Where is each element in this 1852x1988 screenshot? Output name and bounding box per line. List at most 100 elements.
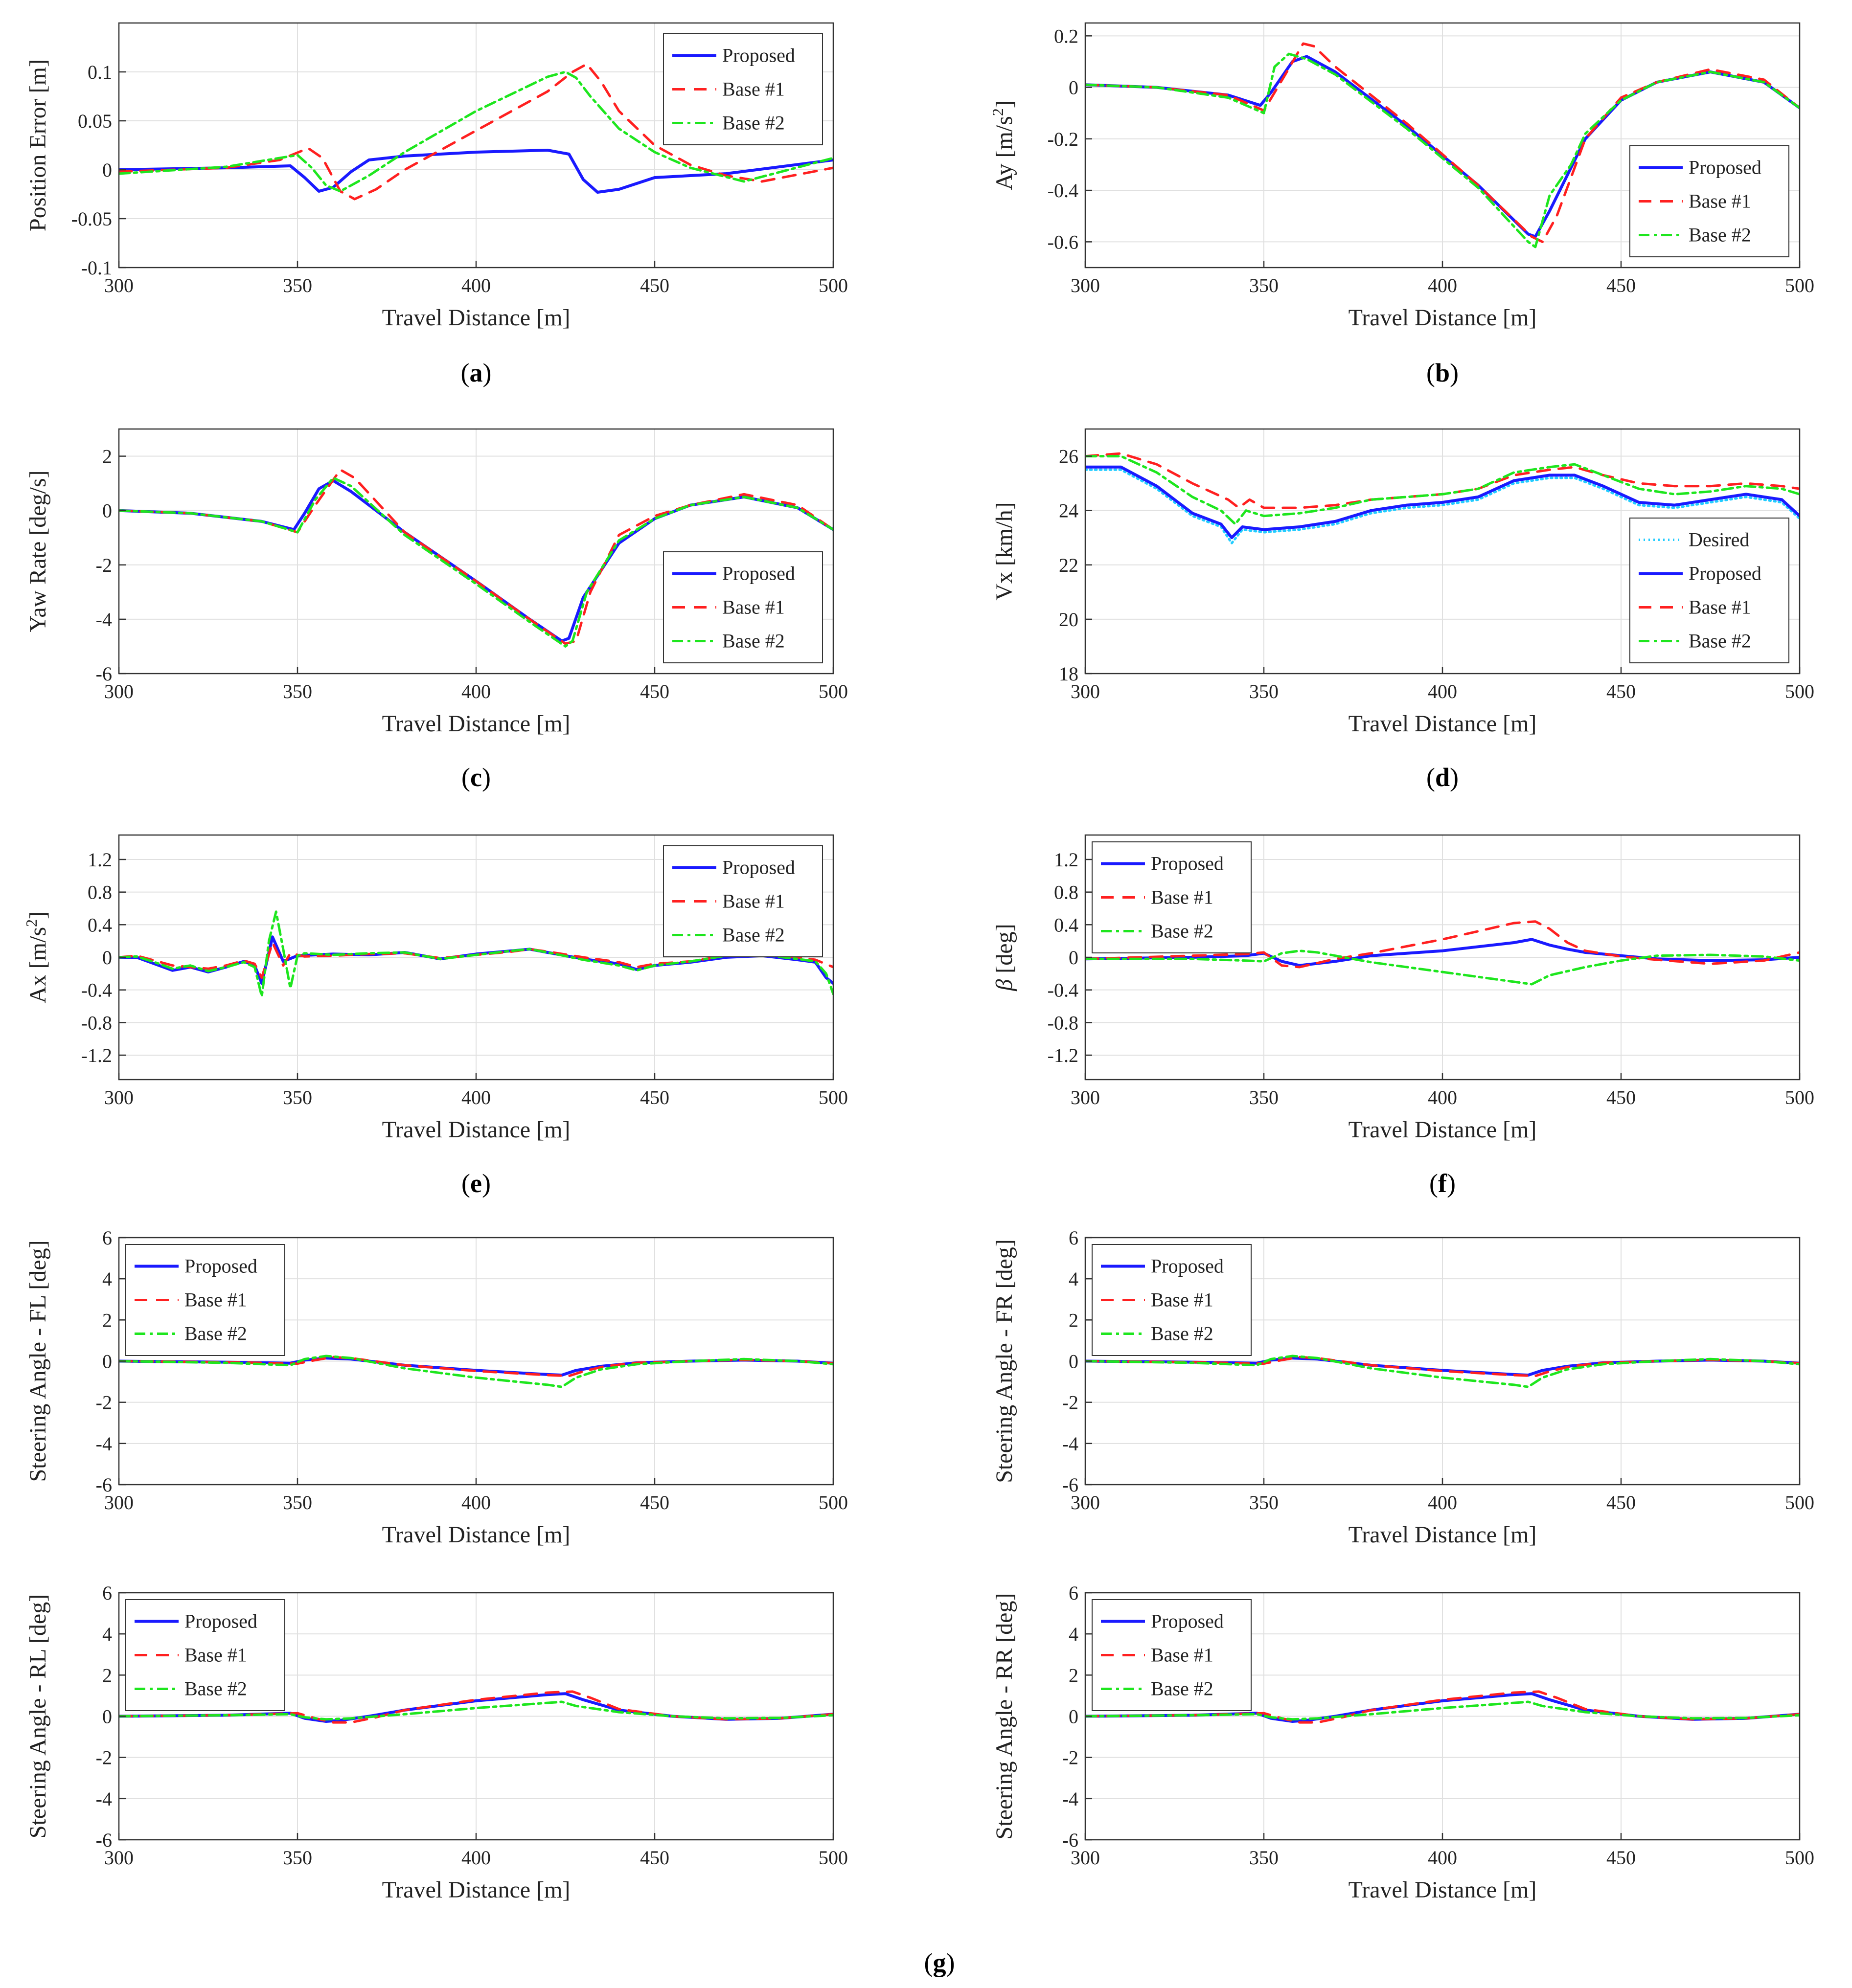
- y-tick-label: 2: [1069, 1309, 1078, 1331]
- x-axis-label: Travel Distance [m]: [382, 305, 571, 331]
- y-tick-label: 2: [102, 1309, 112, 1331]
- y-tick-label: 0: [1069, 77, 1078, 99]
- legend: Proposed Base #1 Base #2: [663, 845, 823, 957]
- x-axis-label: Travel Distance [m]: [1349, 711, 1537, 737]
- legend: Proposed Base #1 Base #2: [663, 33, 823, 145]
- legend-box: [1629, 145, 1789, 257]
- y-tick-label: 0.4: [1054, 914, 1078, 936]
- caption-g: (g): [924, 1948, 955, 1977]
- legend: Proposed Base #1 Base #2: [1629, 145, 1789, 257]
- legend: Proposed Base #1 Base #2: [125, 1599, 285, 1711]
- x-axis-label: Travel Distance [m]: [382, 1117, 571, 1143]
- chart-g4: 300 350 400 450 500 -6 -4 -2 0 2 4 6 Travel Distance…: [991, 1582, 1814, 1903]
- chart-d: 300 350 400 450 500 18 20 22 24 26 Travel Distance…: [991, 428, 1814, 792]
- chart-b: 300 350 400 450 500 -0.6 -0.4 -0.2 0 0.2 Travel Di…: [989, 22, 1814, 387]
- x-tick-label: 400: [461, 1086, 491, 1108]
- series-group: [119, 63, 833, 201]
- y-axis-label: Ax [m/s2]: [23, 911, 51, 1003]
- x-tick-label: 350: [1249, 680, 1279, 702]
- legend-label-proposed: Proposed: [722, 563, 795, 585]
- y-axis-label: β [deg]: [991, 924, 1017, 991]
- x-axis-label: Travel Distance [m]: [1349, 305, 1537, 331]
- x-tick-label: 450: [1606, 1086, 1636, 1108]
- x-tick-label: 350: [1249, 1086, 1279, 1108]
- legend-box: [1092, 841, 1252, 953]
- legend-label-proposed: Proposed: [1689, 157, 1761, 179]
- series-group: [1085, 920, 1800, 986]
- y-tick-label: -0.8: [81, 1012, 112, 1034]
- x-tick-label: 300: [1071, 680, 1100, 702]
- y-tick-label: 24: [1059, 500, 1078, 522]
- chart-a: 300 350 400 450 500 -0.1 -0.05 0 0.05 0.1 Travel D…: [25, 22, 848, 387]
- legend-label-base-2: Base #2: [722, 112, 785, 134]
- y-tick-label: -0.4: [1048, 180, 1078, 202]
- y-tick-label: -2: [1062, 1747, 1078, 1769]
- legend-label-base-1: Base #1: [1151, 1289, 1213, 1311]
- x-tick-label: 350: [1249, 1847, 1279, 1869]
- series-line-base-2: [119, 70, 833, 193]
- x-tick-label: 500: [819, 1847, 848, 1869]
- legend-label-base-2: Base #2: [184, 1678, 247, 1700]
- series-group: [1085, 42, 1800, 248]
- x-tick-label: 400: [1428, 274, 1457, 296]
- y-tick-label: -4: [96, 1433, 112, 1455]
- x-tick-label: 400: [1428, 1491, 1457, 1514]
- y-tick-label: -0.05: [71, 208, 112, 230]
- series-group: [1085, 1690, 1800, 1724]
- x-tick-label: 500: [819, 1086, 848, 1108]
- y-tick-label: 6: [102, 1582, 112, 1604]
- y-tick-label: 1.2: [1054, 849, 1078, 871]
- x-tick-label: 450: [640, 1491, 669, 1514]
- y-tick-label: 1.2: [88, 849, 112, 871]
- x-axis-label: Travel Distance [m]: [382, 1877, 571, 1903]
- y-axis-label: Steering Angle - FL [deg]: [25, 1240, 51, 1482]
- x-tick-label: 500: [1785, 274, 1814, 296]
- legend-label-base-1: Base #1: [184, 1644, 247, 1666]
- x-tick-label: 450: [640, 1847, 669, 1869]
- y-tick-label: 6: [1069, 1582, 1078, 1604]
- legend-box: [663, 551, 823, 663]
- y-tick-label: 0: [102, 1706, 112, 1728]
- legend-label-base-2: Base #2: [1689, 224, 1751, 246]
- y-tick-label: 22: [1059, 554, 1078, 576]
- caption-c: (c): [461, 763, 491, 792]
- x-tick-label: 500: [819, 274, 848, 296]
- legend: Proposed Base #1 Base #2: [663, 551, 823, 663]
- x-tick-label: 400: [461, 680, 491, 702]
- legend-label-proposed: Proposed: [722, 45, 795, 67]
- legend-box: [1092, 1599, 1252, 1711]
- legend-label-desired: Desired: [1689, 529, 1749, 551]
- x-axis-label: Travel Distance [m]: [1349, 1522, 1537, 1548]
- x-tick-label: 300: [104, 1491, 134, 1514]
- series-group: [1085, 452, 1800, 544]
- y-axis-label: Position Error [m]: [25, 59, 51, 231]
- series-line-base-2: [119, 476, 833, 648]
- y-tick-label: -0.4: [1048, 979, 1078, 1001]
- legend-label-proposed: Proposed: [184, 1255, 257, 1277]
- legend-label-base-1: Base #1: [1689, 190, 1751, 212]
- y-tick-label: 20: [1059, 609, 1078, 631]
- y-tick-label: 0: [102, 159, 112, 181]
- series-line-base-2: [1085, 949, 1800, 986]
- y-axis-label: Steering Angle - RL [deg]: [25, 1594, 51, 1838]
- x-axis-label: Travel Distance [m]: [382, 1522, 571, 1548]
- caption-d: (d): [1426, 763, 1459, 792]
- y-tick-label: 18: [1059, 663, 1078, 685]
- y-tick-label: 0.05: [78, 110, 112, 132]
- legend: Proposed Base #1 Base #2: [1092, 1244, 1252, 1356]
- series-group: [119, 910, 833, 998]
- legend-label-base-2: Base #2: [1689, 630, 1751, 652]
- y-tick-label: -0.1: [81, 257, 112, 279]
- series-group: [119, 1690, 833, 1724]
- y-tick-label: 2: [1069, 1664, 1078, 1686]
- legend-label-base-1: Base #1: [1689, 596, 1751, 618]
- y-tick-label: -2: [96, 554, 112, 576]
- y-tick-label: 4: [1069, 1623, 1078, 1645]
- x-tick-label: 300: [1071, 1847, 1100, 1869]
- y-axis-label: Steering Angle - RR [deg]: [991, 1593, 1017, 1840]
- legend: Proposed Base #1 Base #2: [1092, 841, 1252, 953]
- series-group: [119, 468, 833, 648]
- x-tick-label: 450: [1606, 1847, 1636, 1869]
- x-tick-label: 400: [461, 1491, 491, 1514]
